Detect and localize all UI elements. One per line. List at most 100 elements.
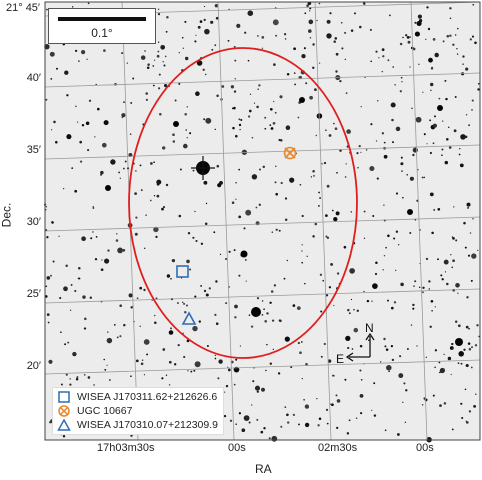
star — [344, 58, 347, 61]
star — [433, 208, 436, 211]
star — [92, 205, 94, 208]
star — [318, 417, 322, 421]
star — [386, 364, 392, 371]
star — [233, 45, 236, 48]
star — [140, 189, 143, 192]
star — [261, 387, 265, 392]
star — [297, 341, 301, 345]
star — [318, 191, 321, 194]
star — [214, 3, 219, 8]
star — [431, 231, 434, 235]
star — [410, 324, 413, 326]
star — [103, 358, 105, 361]
star — [385, 348, 389, 351]
star — [344, 378, 347, 381]
star — [405, 34, 408, 37]
star — [264, 116, 267, 119]
star — [387, 59, 390, 62]
star — [195, 34, 197, 36]
star — [393, 237, 396, 240]
star — [155, 235, 158, 239]
star — [423, 133, 426, 136]
dec-grid-line — [44, 359, 481, 375]
star — [215, 16, 219, 20]
star — [215, 280, 218, 283]
star — [391, 358, 395, 362]
star — [447, 356, 452, 361]
star — [248, 314, 251, 316]
star — [384, 345, 387, 348]
star — [251, 136, 254, 139]
star — [46, 8, 48, 11]
star — [381, 132, 385, 135]
star — [228, 250, 231, 253]
star — [323, 161, 327, 165]
ra-grid-line — [217, 1, 235, 441]
star — [233, 249, 236, 252]
star — [140, 55, 146, 60]
star — [245, 209, 252, 216]
star — [211, 48, 214, 51]
star — [309, 10, 311, 12]
star — [214, 44, 217, 47]
star — [103, 120, 109, 126]
star — [156, 194, 160, 198]
star — [474, 41, 477, 45]
star — [443, 353, 445, 356]
star — [244, 258, 247, 261]
star — [336, 272, 340, 275]
star — [273, 100, 275, 103]
star — [395, 126, 401, 132]
star — [347, 346, 350, 350]
star — [458, 351, 464, 357]
star — [186, 106, 188, 108]
star — [471, 99, 474, 102]
star — [235, 423, 237, 426]
star — [462, 55, 465, 58]
star — [153, 226, 159, 233]
star — [266, 312, 269, 315]
star — [203, 118, 206, 121]
star — [261, 36, 265, 39]
star — [422, 291, 424, 294]
star — [238, 123, 242, 127]
star — [238, 168, 241, 171]
star — [393, 301, 397, 304]
star — [477, 88, 480, 91]
star — [146, 66, 150, 69]
star — [449, 34, 452, 37]
star — [404, 421, 407, 424]
star — [372, 283, 378, 289]
star — [334, 37, 338, 40]
star — [429, 151, 432, 155]
star — [356, 152, 359, 155]
star — [122, 249, 126, 252]
star — [429, 325, 432, 329]
star — [414, 280, 417, 283]
star — [454, 34, 457, 36]
star — [275, 192, 278, 196]
star — [423, 176, 426, 179]
diffraction-spike — [191, 156, 215, 180]
star — [166, 16, 169, 19]
star — [458, 153, 461, 156]
star — [115, 239, 119, 242]
star — [382, 269, 384, 271]
star — [437, 207, 441, 211]
star — [168, 360, 172, 364]
star — [320, 355, 323, 358]
star — [316, 397, 318, 400]
star — [234, 304, 238, 309]
star — [280, 181, 283, 185]
star — [296, 306, 301, 310]
star — [381, 70, 384, 73]
star — [253, 102, 256, 104]
star — [66, 134, 72, 140]
star — [65, 373, 68, 376]
star — [153, 161, 155, 164]
star — [198, 320, 201, 323]
star — [409, 176, 414, 181]
star — [69, 378, 71, 380]
star — [83, 327, 87, 330]
